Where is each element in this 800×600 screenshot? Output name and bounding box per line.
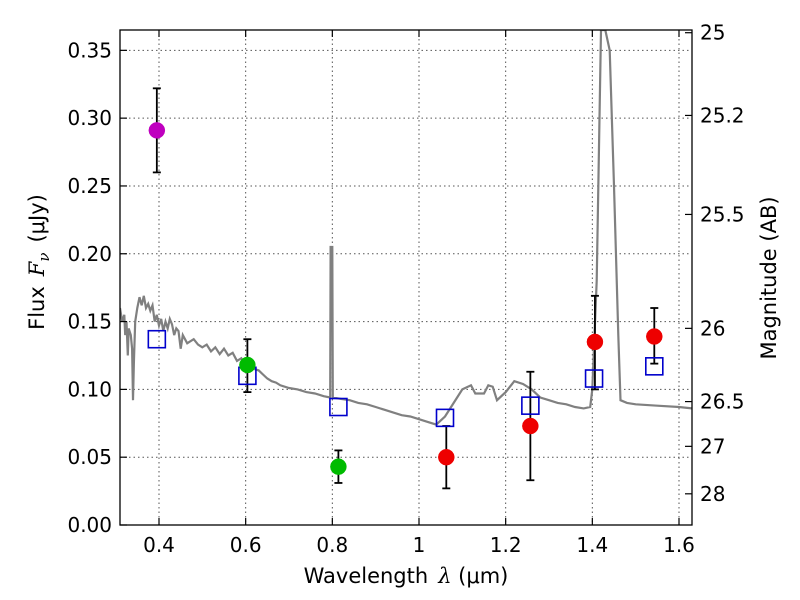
plot-frame — [119, 29, 693, 526]
grid-lines — [120, 30, 692, 526]
model-square — [521, 396, 540, 415]
y-tick-label: 0.00 — [67, 513, 112, 537]
photometry-point — [330, 458, 347, 475]
y-tick-label: 0.25 — [67, 174, 112, 198]
axis-ticks — [120, 30, 692, 526]
y-tick-label: 0.20 — [67, 242, 112, 266]
photometry-point — [239, 356, 256, 374]
photometry-point — [522, 417, 539, 435]
x-tick-label: 0.4 — [143, 533, 175, 557]
x-tick-label: 1.6 — [663, 533, 695, 557]
photometry-point — [586, 333, 604, 351]
y2-tick-label: 26.5 — [700, 390, 745, 414]
x-tick-label: 0.8 — [316, 533, 348, 557]
x-axis-label: Wavelength λ (μm) — [304, 564, 509, 588]
spectrum-line — [120, 30, 692, 426]
y2-tick-labels: 25 25.2 25.5 26 26.5 27 28 — [700, 21, 745, 506]
y2-tick-label: 25.5 — [700, 202, 745, 226]
y2-tick-label: 28 — [700, 482, 725, 506]
y2-tick-label: 25 — [700, 21, 725, 45]
plot-area — [120, 30, 692, 490]
model-square — [644, 357, 664, 376]
model-square — [435, 408, 455, 428]
model-square — [584, 369, 604, 388]
y2-tick-label: 25.2 — [700, 103, 745, 127]
photometry-point — [148, 122, 166, 139]
x-tick-label: 0.6 — [230, 533, 262, 557]
y-tick-label: 0.05 — [67, 445, 112, 469]
y2-axis-label: Magnitude (AB) — [757, 196, 781, 359]
model-square — [147, 329, 167, 349]
y-tick-label: 0.30 — [67, 106, 112, 130]
y2-tick-label: 27 — [700, 434, 725, 458]
y-tick-label: 0.10 — [67, 377, 112, 401]
y-tick-labels: 0.00 0.05 0.10 0.15 0.20 0.25 0.30 0.35 — [67, 38, 112, 537]
error-bars — [152, 87, 659, 490]
x-tick-label: 1 — [413, 533, 426, 557]
y-tick-label: 0.15 — [67, 310, 112, 334]
x-tick-labels: 0.4 0.6 0.8 1 1.2 1.4 1.6 — [143, 533, 695, 557]
photometry-points — [148, 122, 663, 475]
model-square — [329, 397, 348, 417]
y2-tick-label: 26 — [700, 316, 725, 340]
photometry-point — [438, 448, 455, 466]
x-tick-label: 1.4 — [576, 533, 608, 557]
photometry-point — [646, 328, 663, 345]
model-points — [147, 329, 664, 428]
x-tick-label: 1.2 — [490, 533, 522, 557]
y-tick-label: 0.35 — [67, 38, 112, 62]
y-axis-label: FluxFν(μJy) — [25, 194, 53, 330]
